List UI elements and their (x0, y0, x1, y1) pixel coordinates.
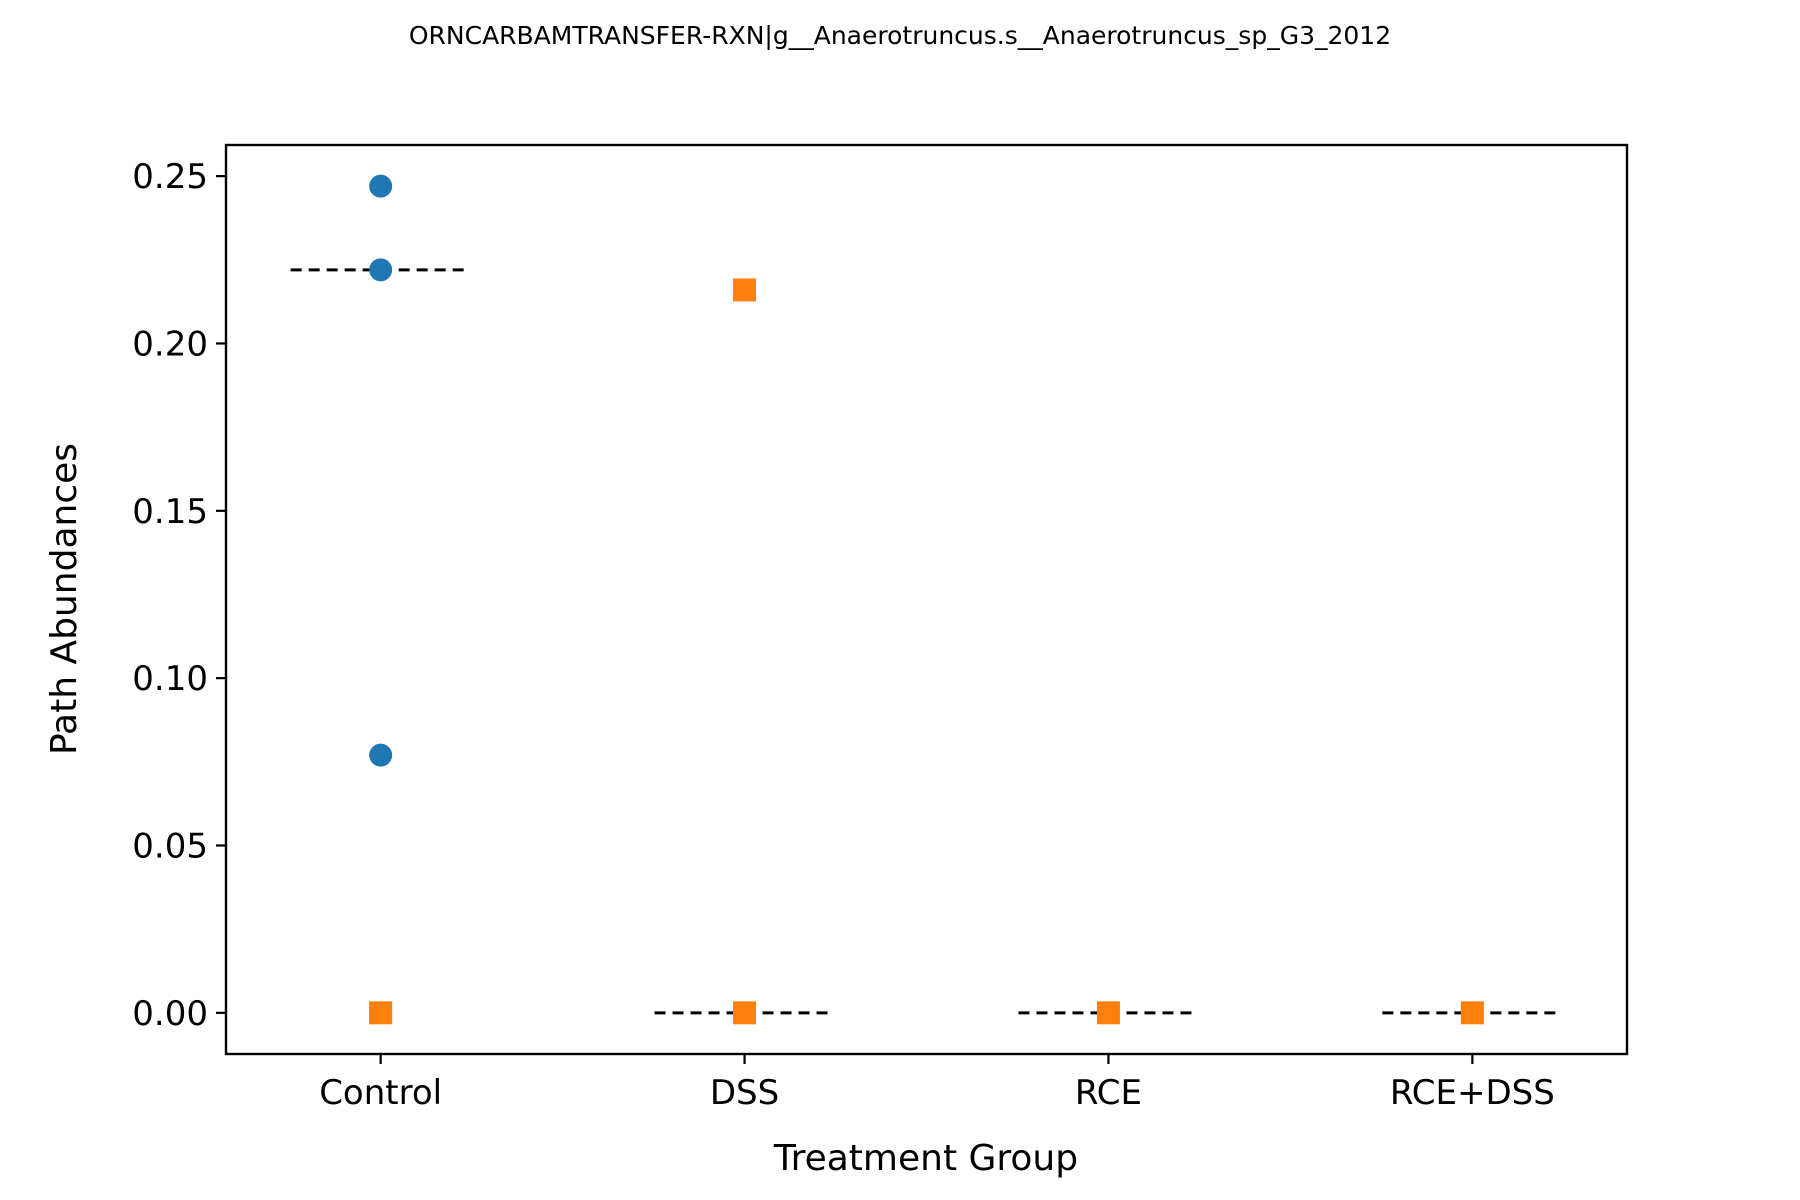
data-point-square-rce (1096, 1001, 1120, 1025)
y-tick-label: 0.20 (132, 324, 208, 364)
median-lines (290, 268, 1563, 1015)
y-tick-label: 0.15 (132, 492, 208, 532)
x-tick-label-control: Control (319, 1073, 442, 1113)
data-point-square-dss (733, 1001, 757, 1025)
y-tick-label: 0.05 (132, 826, 208, 866)
data-point-circle-control (369, 258, 393, 282)
data-point-circle-control (369, 174, 393, 198)
x-axis-label: Treatment Group (773, 1138, 1078, 1179)
chart-title: ORNCARBAMTRANSFER-RXN|g__Anaerotruncus.s… (409, 21, 1391, 50)
y-tick-label: 0.10 (132, 659, 208, 699)
data-point-circle-control (369, 743, 393, 767)
data-points (369, 174, 1484, 1025)
axis-ticks: 0.00 0.05 0.10 0.15 0.20 0.25 Control DSS RCE RCE… (132, 157, 1555, 1113)
plot-frame (224, 143, 1629, 1056)
y-tick-label: 0.00 (132, 994, 208, 1034)
data-point-square-control (369, 1001, 393, 1025)
y-tick-label: 0.25 (132, 157, 208, 197)
x-tick-label-dss: DSS (710, 1073, 779, 1113)
data-point-square-rce-dss (1460, 1001, 1484, 1025)
x-tick-label-rce: RCE (1075, 1073, 1142, 1113)
x-tick-label-rce-dss: RCE+DSS (1390, 1073, 1555, 1113)
data-point-square-dss (733, 278, 757, 302)
y-axis-label: Path Abundances (44, 443, 85, 755)
